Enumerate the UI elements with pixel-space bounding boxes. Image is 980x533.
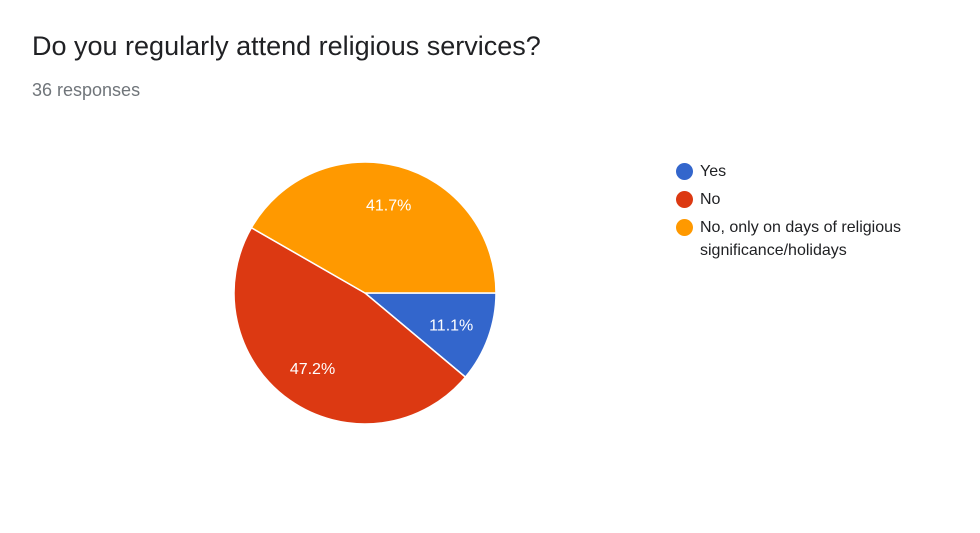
legend-label-holidays: No, only on days of religious significan… xyxy=(700,219,901,259)
page-title: Do you regularly attend religious servic… xyxy=(32,31,541,61)
pie-slice-no xyxy=(233,226,467,425)
legend-item-holidays: No, only on days of religious significan… xyxy=(676,216,956,262)
slice-label-no: 47.2% xyxy=(290,361,335,378)
slice-label-yes: 11.1% xyxy=(429,317,473,334)
pie-slice-yes xyxy=(362,292,497,379)
legend-swatch-no xyxy=(676,191,693,208)
legend-item-yes: Yes xyxy=(676,160,956,183)
slice-label-holidays: 41.7% xyxy=(366,197,411,214)
chart-legend: Yes No No, only on days of religious sig… xyxy=(676,160,956,267)
pie-slice-holidays xyxy=(250,161,497,294)
legend-label-no: No xyxy=(700,191,721,208)
legend-item-no: No xyxy=(676,188,956,211)
legend-label-yes: Yes xyxy=(700,163,727,180)
response-count: 36 responses xyxy=(32,80,141,100)
legend-swatch-holidays xyxy=(676,219,693,236)
legend-swatch-yes xyxy=(676,163,693,180)
